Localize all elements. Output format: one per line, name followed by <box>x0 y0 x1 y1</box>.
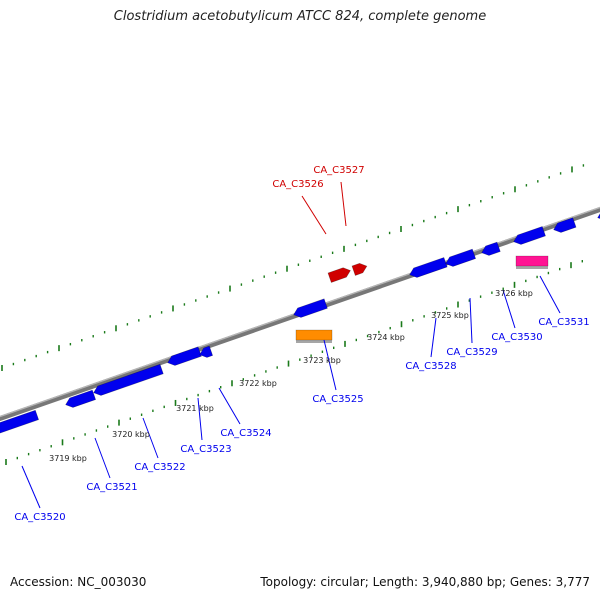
gene-arrow[interactable] <box>327 266 352 283</box>
gene-arrow[interactable] <box>92 363 164 397</box>
gene-arrow-shadow <box>296 340 332 343</box>
gene-label[interactable]: CA_C3525 <box>312 394 363 405</box>
gene-arrow-body <box>513 226 546 245</box>
gene-arrow[interactable] <box>0 409 39 435</box>
label-leader-line <box>430 317 437 358</box>
scale-labels: 3719 kbp 3720 kbp 3721 kbp 3722 kbp 3723 kbp… <box>49 289 533 463</box>
gene-label[interactable]: CA_C3529 <box>446 347 497 358</box>
gene-arrow-body <box>553 217 577 233</box>
gene-label[interactable]: CA_C3521 <box>86 482 137 493</box>
gene-arrow[interactable] <box>596 209 600 223</box>
gene-arrow[interactable] <box>515 255 549 269</box>
label-leader-line <box>218 387 241 425</box>
label-leader-lines <box>21 181 561 509</box>
gene-label[interactable]: CA_C3520 <box>14 512 65 523</box>
label-leader-line <box>340 181 347 227</box>
gene-arrow[interactable] <box>351 261 369 276</box>
gene-label[interactable]: CA_C3522 <box>134 462 185 473</box>
gene-arrow[interactable] <box>444 248 477 268</box>
gene-label[interactable]: CA_C3523 <box>180 444 231 455</box>
gene-arrow[interactable] <box>295 329 333 343</box>
gene-arrow-body <box>597 209 600 221</box>
gene-arrow[interactable] <box>292 298 328 320</box>
gene-arrow[interactable] <box>480 241 501 257</box>
gene-arrow[interactable] <box>552 217 577 235</box>
label-leader-line <box>142 417 159 459</box>
gene-arrow-body <box>295 329 333 341</box>
gene-label[interactable]: CA_C3526 <box>272 179 323 190</box>
label-leader-line <box>21 465 41 509</box>
gene-features <box>0 209 600 435</box>
scale-label: 3721 kbp <box>176 404 214 413</box>
label-leader-line <box>323 339 337 391</box>
scale-label: 3719 kbp <box>49 454 87 463</box>
label-leader-line <box>197 397 203 441</box>
accession-text: Accession: NC_003030 <box>10 575 147 589</box>
genome-summary-text: Topology: circular; Length: 3,940,880 bp… <box>260 575 590 589</box>
gene-arrow[interactable] <box>198 345 214 359</box>
gene-arrow-body <box>327 267 351 283</box>
gene-arrow-body <box>515 255 549 267</box>
map-title: Clostridium acetobutylicum ATCC 824, com… <box>113 9 487 24</box>
gene-arrow-body <box>199 345 214 358</box>
gene-label[interactable]: CA_C3530 <box>491 332 542 343</box>
gene-label[interactable]: CA_C3528 <box>405 361 456 372</box>
scale-label: 3726 kbp <box>495 289 533 298</box>
gene-arrow-body <box>445 248 477 267</box>
gene-label[interactable]: CA_C3531 <box>538 317 589 328</box>
gene-arrow-shadow <box>516 266 548 269</box>
gene-arrow[interactable] <box>408 257 448 279</box>
gene-arrow-body <box>409 257 448 278</box>
gene-arrow-body <box>0 409 39 434</box>
scale-label: 3720 kbp <box>112 430 150 439</box>
gene-labels: CA_C3520 CA_C3521 CA_C3522 CA_C3523 CA_C3524… <box>14 165 589 523</box>
gene-arrow[interactable] <box>512 226 546 246</box>
gene-arrow-body <box>167 346 202 366</box>
gene-arrow-body <box>481 241 501 256</box>
gene-arrow-body <box>93 363 164 396</box>
gene-label[interactable]: CA_C3527 <box>313 165 364 176</box>
scale-label: 3722 kbp <box>239 379 277 388</box>
label-leader-line <box>539 275 561 314</box>
gene-arrow-body <box>65 389 97 408</box>
label-leader-line <box>94 437 111 479</box>
scale-label: 3724 kbp <box>367 333 405 342</box>
label-leader-line <box>469 297 473 344</box>
lower-tick-track <box>5 260 583 465</box>
scale-label: 3723 kbp <box>303 356 341 365</box>
gene-arrow[interactable] <box>64 389 97 409</box>
scale-label: 3725 kbp <box>431 311 469 320</box>
label-leader-line <box>301 195 327 235</box>
upper-tick-track <box>1 164 585 371</box>
gene-label[interactable]: CA_C3524 <box>220 428 271 439</box>
gene-arrow[interactable] <box>166 346 202 368</box>
gene-arrow-body <box>351 263 368 276</box>
label-leader-line <box>502 289 516 329</box>
gene-arrow-body <box>293 298 328 318</box>
